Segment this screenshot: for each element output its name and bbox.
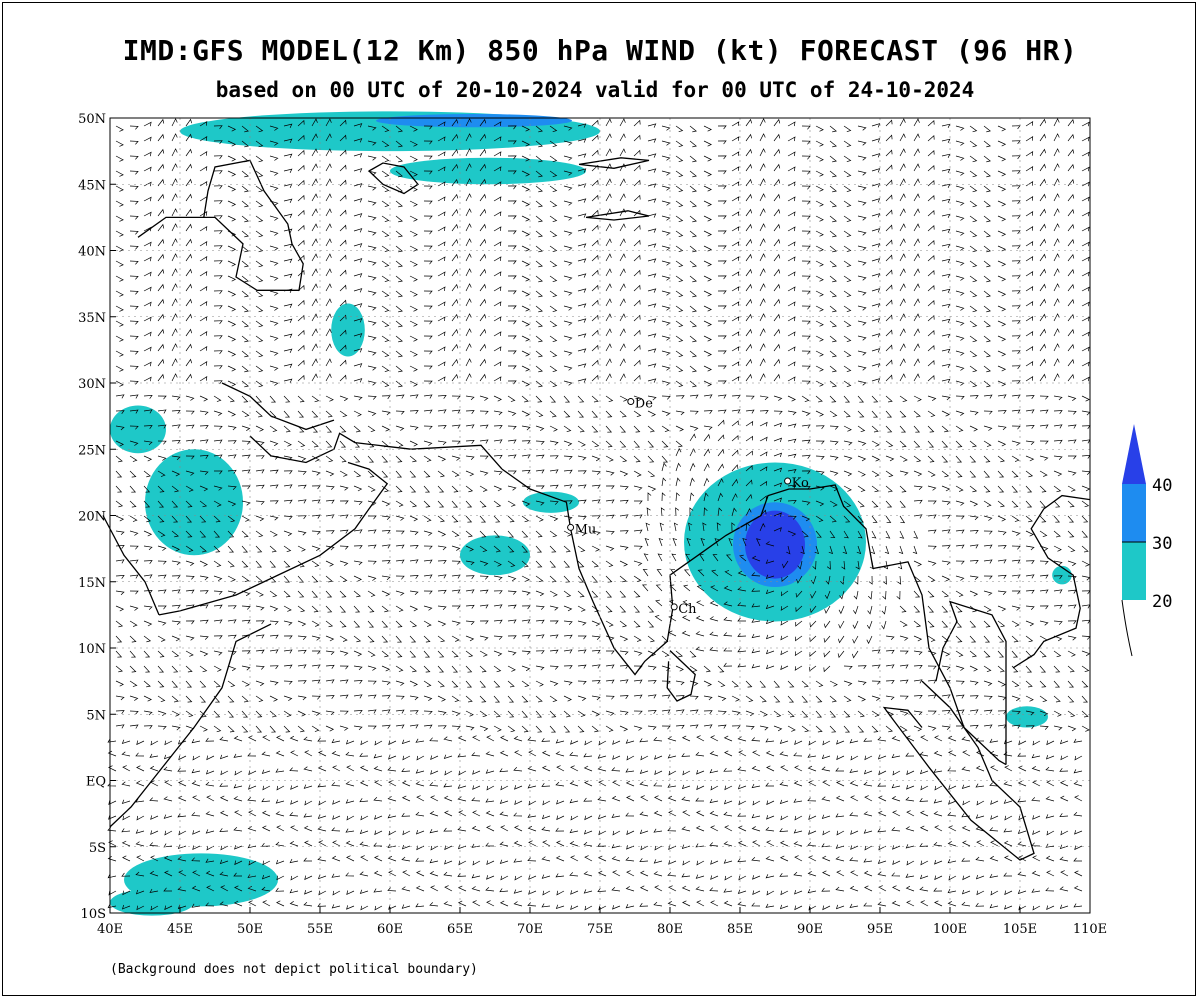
lat-lon-grid (110, 118, 1090, 913)
coastline-balkhash (578, 157, 650, 169)
x-tick-label: 75E (587, 922, 613, 937)
coastline-sri-lanka (666, 650, 696, 702)
wind-speed-colorbar: 40 30 20 (1121, 424, 1172, 657)
colorbar-20-30-segment (1122, 542, 1146, 600)
colorbar-30-40-segment (1122, 484, 1146, 542)
y-tick-label: 25N (78, 443, 106, 458)
coastlines (102, 157, 1091, 861)
city-marker (627, 398, 635, 406)
city-markers: De Ko Mu Ch (567, 397, 809, 617)
wind-barbs (107, 118, 1091, 911)
chart-title: IMD:GFS MODEL(12 Km) 850 hPa WIND (kt) F… (122, 34, 1078, 67)
city-marker (670, 603, 678, 611)
coastline-gulf-makran (249, 432, 503, 470)
x-tick-label: 40E (97, 922, 123, 937)
x-tick-label: 105E (1003, 922, 1037, 937)
wind-area-20-30 (331, 303, 365, 357)
wind-area-20-30 (110, 405, 166, 454)
y-tick-label: 10S (81, 907, 106, 922)
y-tick-label: EQ (86, 775, 106, 790)
coastline-persian-gulf (221, 382, 335, 431)
coastline-vietnam (1012, 494, 1091, 669)
city-label: De (635, 397, 653, 412)
x-tick-label: 65E (447, 922, 473, 937)
wind-area-20-30 (110, 889, 194, 916)
wind-area-30-40 (376, 114, 572, 128)
wind-area-20-30 (145, 449, 243, 556)
y-tick-label: 35N (78, 311, 106, 326)
wind-barb-field (107, 118, 1091, 911)
wind-area-20-30 (390, 157, 586, 185)
coastline-myanmar-malaya (872, 561, 1007, 766)
colorbar-label-30: 30 (1152, 534, 1172, 554)
coastline-gulf-thailand (935, 600, 1007, 765)
longitude-ticks: 40E 45E 50E 55E 60E 65E 70E 75E 80E 85E 90E 95E 100E… (97, 907, 1107, 937)
coastline-arabia-south (158, 461, 389, 616)
y-tick-label: 5N (86, 708, 106, 723)
y-tick-label: 15N (78, 576, 106, 591)
colorbar-40-plus-triangle (1122, 424, 1146, 484)
colorbar-tail (1121, 599, 1133, 657)
colorbar-label-40: 40 (1152, 476, 1172, 496)
city-marker (784, 477, 792, 485)
wind-area-40-plus (745, 510, 805, 579)
chart-subtitle: based on 00 UTC of 20-10-2024 valid for … (215, 78, 975, 102)
city-label: Ko (792, 476, 809, 491)
x-tick-label: 85E (727, 922, 753, 937)
wind-area-20-30 (460, 535, 530, 576)
x-tick-label: 100E (933, 922, 967, 937)
x-tick-label: 95E (867, 922, 893, 937)
coastline-caspian-sea (137, 159, 304, 291)
coastline-india-bangladesh (501, 468, 874, 676)
coastline-issyk-kul (585, 210, 650, 221)
wind-area-20-30 (1006, 706, 1048, 728)
y-tick-label: 45N (78, 178, 106, 193)
city-marker (567, 523, 575, 531)
coastline-somalia-kenya (109, 623, 272, 828)
latitude-ticks: 10S 5S EQ 5N 10N 15N 20N 25N 30N 35N 40N 45N 50N (78, 112, 116, 922)
x-tick-label: 110E (1073, 922, 1107, 937)
y-tick-label: 50N (78, 112, 106, 127)
wind-area-20-30 (523, 491, 579, 513)
colorbar-label-20: 20 (1152, 592, 1172, 612)
x-tick-label: 50E (237, 922, 263, 937)
wind-speed-shading (110, 111, 1072, 916)
footnote: (Background does not depict political bo… (110, 962, 478, 977)
x-tick-label: 90E (797, 922, 823, 937)
y-tick-label: 10N (78, 642, 106, 657)
coastline-sumatra (882, 680, 1035, 861)
wind-area-20-30 (1052, 565, 1072, 585)
y-tick-label: 5S (89, 841, 106, 856)
x-tick-label: 55E (307, 922, 333, 937)
x-tick-label: 60E (377, 922, 403, 937)
coastline-aral-sea (368, 162, 419, 195)
y-tick-label: 20N (78, 510, 106, 525)
x-tick-label: 70E (517, 922, 543, 937)
y-tick-label: 30N (78, 377, 106, 392)
y-tick-label: 40N (78, 245, 106, 260)
city-label: Ch (678, 602, 697, 617)
x-tick-label: 45E (167, 922, 193, 937)
coastline-red-sea (102, 515, 160, 616)
x-tick-label: 80E (657, 922, 683, 937)
city-label: Mu (575, 522, 597, 537)
